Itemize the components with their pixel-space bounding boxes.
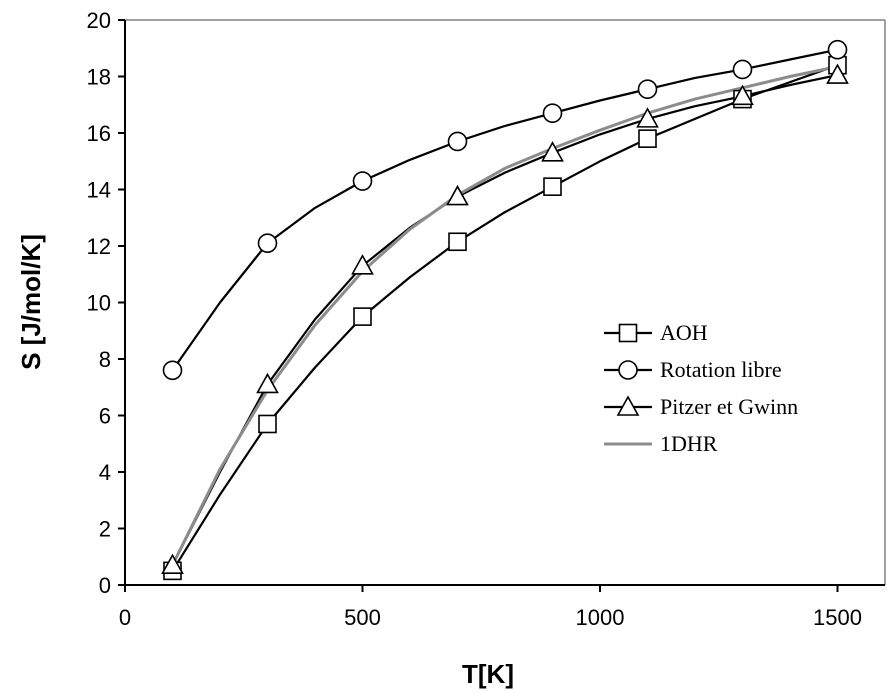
x-tick-label: 1500 — [813, 605, 862, 630]
series-line-1dhr — [171, 65, 838, 566]
data-point-rotation-libre — [257, 233, 278, 253]
data-point-pitzer-et-gwinn — [731, 84, 754, 106]
data-point-rotation-libre — [162, 360, 183, 381]
legend-marker-rotation-libre — [618, 360, 638, 380]
series-line-aoh — [171, 64, 838, 572]
x-tick-label: 0 — [119, 605, 131, 630]
y-tick-label: 16 — [87, 121, 111, 146]
legend-label-pitzer-et-gwinn: Pitzer et Gwinn — [660, 394, 798, 419]
series-line-pitzer-et-gwinn — [171, 74, 838, 566]
data-point-pitzer-et-gwinn — [161, 553, 184, 575]
series-line-rotation-libre — [171, 48, 838, 371]
data-point-rotation-libre — [827, 39, 848, 60]
data-point-aoh — [543, 177, 562, 196]
legend-label-1dhr: 1DHR — [660, 431, 718, 456]
data-point-pitzer-et-gwinn — [351, 254, 374, 275]
x-tick-label: 1000 — [576, 605, 625, 630]
data-point-pitzer-et-gwinn — [446, 184, 469, 206]
data-point-rotation-libre — [447, 131, 468, 152]
y-tick-label: 12 — [87, 234, 111, 259]
plot-area — [161, 39, 849, 581]
data-point-pitzer-et-gwinn — [826, 63, 849, 84]
legend: AOH Rotation libre Pitzer et Gwinn 1DHR — [604, 320, 798, 456]
legend-label-aoh: AOH — [660, 320, 708, 345]
y-tick-label: 14 — [87, 178, 111, 203]
data-point-pitzer-et-gwinn — [541, 141, 564, 162]
y-tick-label: 6 — [99, 404, 111, 429]
data-point-rotation-libre — [732, 59, 753, 80]
y-tick-label: 20 — [87, 8, 111, 33]
x-axis-title: T[K] — [462, 659, 514, 689]
data-point-rotation-libre — [542, 103, 563, 124]
legend-marker-aoh — [618, 323, 638, 343]
data-point-aoh — [448, 232, 467, 252]
data-point-aoh — [638, 129, 657, 148]
data-point-rotation-libre — [637, 79, 658, 100]
axes: 0 2 4 6 8 10 12 14 16 18 20 0 500 1000 1500 — [87, 8, 886, 630]
x-tick-label: 500 — [344, 605, 381, 630]
data-point-aoh — [258, 414, 277, 434]
y-tick-label: 0 — [99, 573, 111, 598]
y-tick-label: 2 — [99, 517, 111, 542]
y-tick-label: 8 — [99, 347, 111, 372]
y-tick-label: 18 — [87, 65, 111, 90]
y-axis-title: S [J/mol/K] — [16, 234, 46, 370]
data-point-aoh — [353, 307, 372, 326]
y-tick-label: 4 — [99, 460, 111, 485]
legend-marker-pitzer-et-gwinn — [616, 395, 640, 416]
data-point-pitzer-et-gwinn — [636, 107, 659, 128]
data-point-rotation-libre — [352, 171, 373, 191]
legend-label-rotation-libre: Rotation libre — [660, 357, 782, 382]
data-point-pitzer-et-gwinn — [256, 372, 279, 394]
y-tick-label: 10 — [87, 291, 111, 316]
